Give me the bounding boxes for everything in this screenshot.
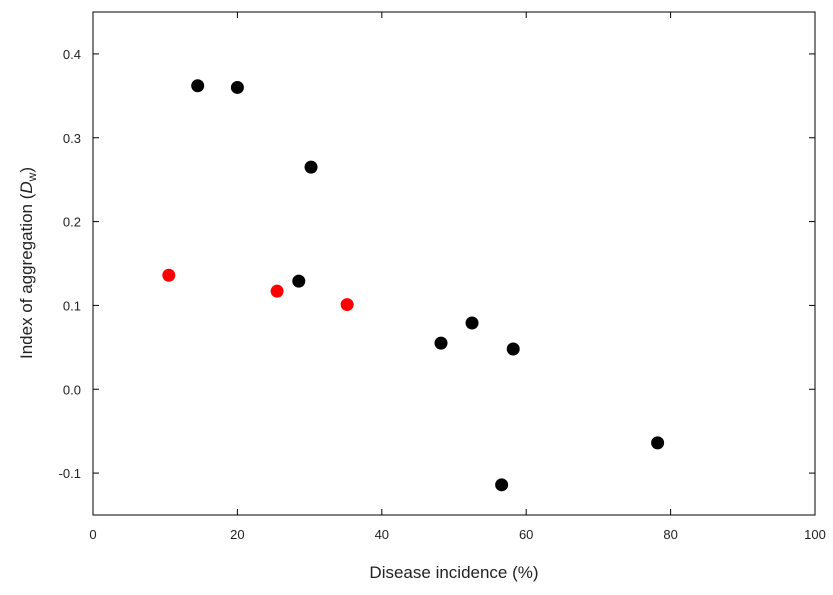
point: [270, 284, 284, 298]
x-tick-label: 40: [375, 527, 389, 542]
x-tick-label: 80: [663, 527, 677, 542]
y-label-symbol: D: [17, 181, 36, 193]
y-tick-label: 0.4: [63, 47, 81, 62]
point: [506, 342, 520, 356]
point: [465, 316, 479, 330]
x-axis-label: Disease incidence (%): [369, 563, 538, 582]
y-label-close: ): [17, 167, 36, 173]
y-label-text: Index of aggregation (: [17, 193, 36, 359]
x-tick-label: 0: [89, 527, 96, 542]
y-axis-label: Index of aggregation (Dw): [17, 167, 39, 359]
plot-frame: [92, 11, 816, 516]
point: [434, 336, 448, 350]
y-tick-label: 0.1: [63, 298, 81, 313]
point: [230, 80, 244, 94]
point: [292, 274, 306, 288]
point: [340, 298, 354, 312]
y-tick-label: -0.1: [59, 466, 81, 481]
y-tick-label: 0.0: [63, 382, 81, 397]
x-tick-label: 60: [519, 527, 533, 542]
x-tick-label: 100: [804, 527, 826, 542]
y-tick-label: 0.3: [63, 131, 81, 146]
point: [162, 268, 176, 282]
point: [651, 436, 665, 450]
point: [191, 79, 205, 93]
point: [495, 478, 509, 492]
x-tick-label: 20: [230, 527, 244, 542]
y-tick-label: 0.2: [63, 215, 81, 230]
point: [304, 160, 318, 174]
y-label-subscript: w: [25, 172, 39, 182]
